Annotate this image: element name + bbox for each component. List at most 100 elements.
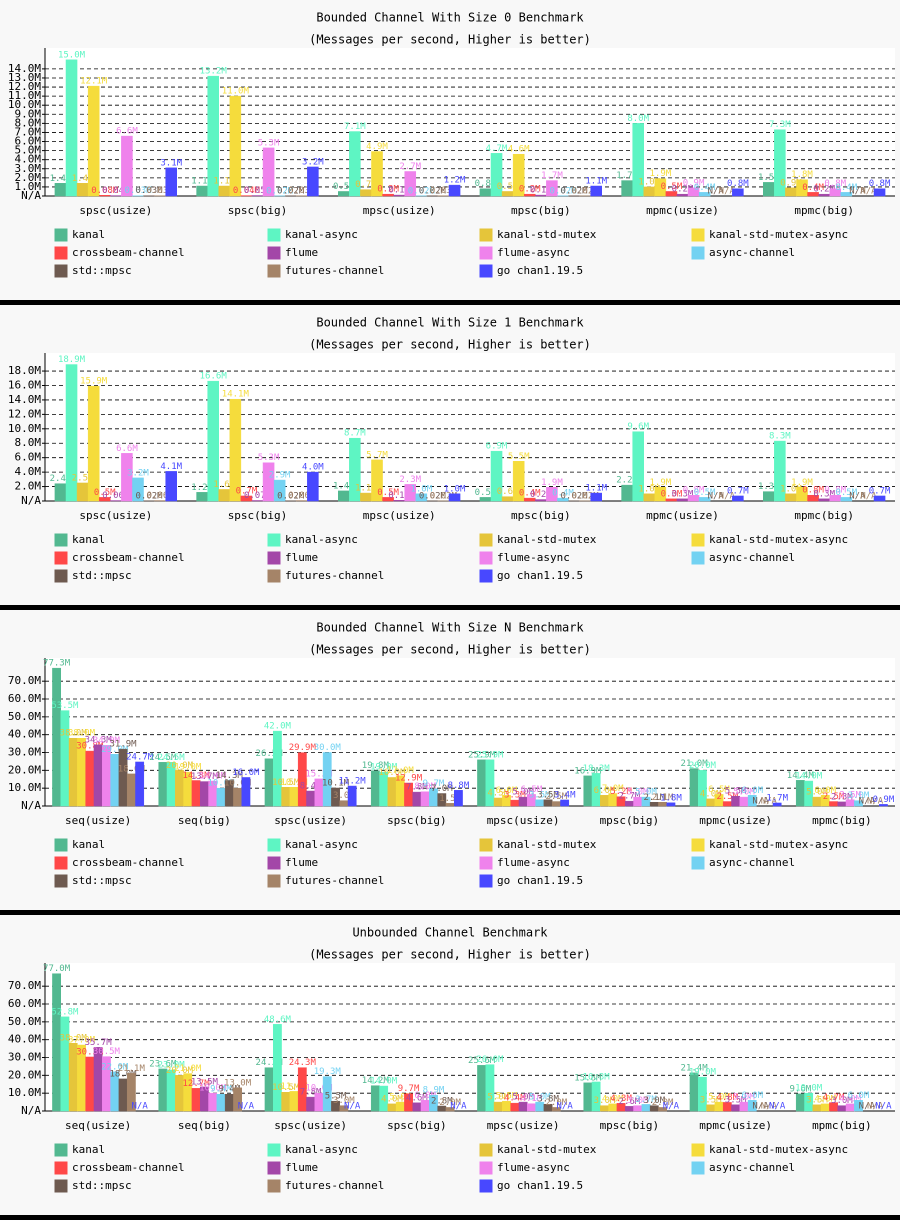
value-label: 1.1M	[355, 484, 377, 494]
bar	[591, 1081, 601, 1112]
value-label: 77.0M	[43, 964, 71, 974]
value-label: 12.1M	[80, 77, 108, 87]
value-label: 0.07M	[244, 491, 272, 501]
y-tick-label: 5.0M	[15, 144, 42, 157]
value-label: 0.1M	[388, 186, 410, 196]
value-label: 5.3M	[258, 138, 280, 148]
bar	[110, 754, 120, 807]
chart-title: Bounded Channel With Size 1 Benchmark	[316, 316, 584, 330]
value-label: 0.8M	[683, 486, 705, 496]
value-label: 4.1M	[160, 462, 182, 472]
bar	[166, 1069, 176, 1112]
value-label: N/A	[719, 492, 736, 502]
value-label: 30.8M	[76, 742, 104, 752]
value-label: 2.9M	[269, 471, 291, 481]
legend-label: kanal-async	[285, 1143, 358, 1156]
value-label: 19.3M	[314, 1067, 342, 1077]
value-label: 1.9M	[541, 478, 563, 488]
x-tick-label: mpmc(big)	[812, 1119, 872, 1132]
legend-label: crossbeam-channel	[72, 1161, 185, 1174]
value-label: 2.5M	[823, 792, 845, 802]
value-label: 0.02M	[549, 186, 577, 196]
legend-label: futures-channel	[285, 264, 384, 277]
bar	[262, 147, 275, 197]
x-tick-label: mpsc(big)	[600, 814, 660, 827]
value-label: 0.3M	[661, 489, 683, 499]
bar	[485, 1064, 495, 1112]
value-label: 2.3M	[831, 792, 853, 802]
bar	[518, 796, 528, 807]
value-label: 2.3M	[399, 475, 421, 485]
value-label: N/A	[752, 797, 769, 807]
bar	[371, 151, 383, 197]
value-label: 0.04M	[233, 186, 261, 196]
value-label: 3.0M	[848, 791, 870, 801]
y-tick-label: N/A	[21, 799, 41, 812]
legend-label: kanal-std-mutex	[497, 838, 597, 851]
bar	[87, 385, 100, 502]
bar	[845, 1103, 855, 1112]
value-label: 2.1M	[652, 793, 674, 803]
legend-label: kanal-async	[285, 533, 358, 546]
value-label: 6.0M	[814, 786, 836, 796]
value-label: 1.5M	[439, 794, 461, 804]
x-tick-label: mpsc(usize)	[487, 814, 560, 827]
legend-swatch	[479, 1143, 493, 1157]
bar	[216, 787, 226, 807]
value-label: 6.0M	[594, 786, 616, 796]
value-label: 14.1M	[222, 390, 250, 400]
value-label: 5.7M	[366, 450, 388, 460]
value-label: 5.0M	[487, 1093, 509, 1103]
legend-swatch	[54, 264, 68, 278]
value-label: 9.4M	[218, 1085, 240, 1095]
value-label: 1.2M	[444, 176, 466, 186]
x-tick-label: spsc(big)	[228, 509, 288, 522]
value-label: 18.9M	[58, 355, 86, 365]
value-label: 52.8M	[51, 1007, 79, 1017]
x-tick-label: mpmc(usize)	[646, 204, 719, 217]
bar	[370, 1085, 380, 1112]
y-tick-label: 40.0M	[8, 1033, 41, 1046]
y-tick-label: 10.0M	[8, 1086, 41, 1099]
value-label: 10.0M	[305, 1084, 333, 1094]
chart-title: Bounded Channel With Size 0 Benchmark	[316, 11, 584, 25]
bar	[233, 1087, 243, 1112]
value-label: 7.8M	[300, 1088, 322, 1098]
value-label: 1.0M	[638, 177, 660, 187]
bar	[233, 787, 243, 807]
bar	[689, 1072, 699, 1112]
bar	[404, 171, 417, 197]
value-label: 4.6M	[508, 145, 530, 155]
value-label: 1.1M	[585, 484, 607, 494]
bar	[135, 761, 145, 807]
value-label: 7.0M	[602, 784, 624, 794]
legend-swatch	[267, 569, 281, 583]
bar	[479, 188, 492, 197]
legend-swatch	[54, 246, 68, 260]
bar	[349, 437, 361, 502]
value-label: 4.7M	[823, 1093, 845, 1103]
value-label: 4.0M	[302, 463, 324, 473]
value-label: 4.5M	[487, 788, 509, 798]
value-label: 4.1M	[521, 1094, 543, 1104]
bar	[774, 129, 786, 197]
value-label: 5.0M	[806, 788, 828, 798]
value-label: 21.1M	[118, 1064, 146, 1074]
legend-swatch	[267, 533, 281, 547]
value-label: 19.8M	[362, 761, 390, 771]
legend-label: std::mpsc	[72, 874, 132, 887]
value-label: 8.3M	[769, 432, 791, 442]
y-tick-label: N/A	[21, 1104, 41, 1117]
legend-swatch	[691, 1161, 705, 1175]
value-label: 3.1M	[160, 158, 182, 168]
value-label: 0.5M	[694, 488, 716, 498]
value-label: 2.0M	[439, 1098, 461, 1108]
chart-title: Unbounded Channel Benchmark	[352, 926, 548, 940]
bar	[501, 191, 514, 197]
value-label: 6.0M	[848, 1091, 870, 1101]
legend-label: flume-async	[497, 551, 570, 564]
x-tick-label: spsc(usize)	[274, 1119, 347, 1132]
value-label: 6.0M	[741, 1091, 763, 1101]
value-label: 0.7M	[236, 486, 258, 496]
value-label: 0.8M	[475, 179, 497, 189]
